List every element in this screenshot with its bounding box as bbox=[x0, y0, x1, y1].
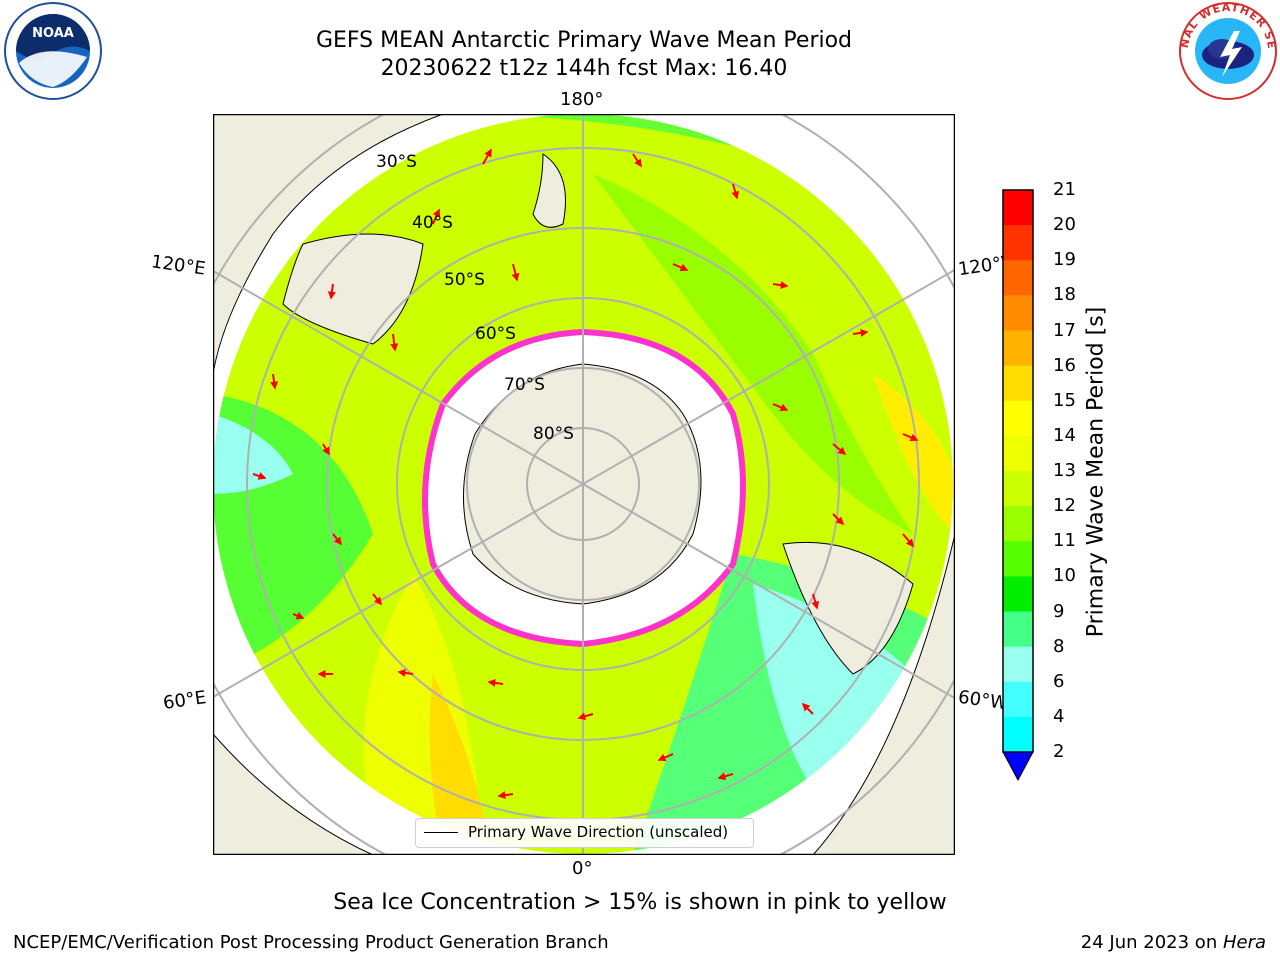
lon-label-0: 0° bbox=[572, 858, 593, 879]
colorbar-tick-label: 14 bbox=[1053, 424, 1076, 446]
map-legend: Primary Wave Direction (unscaled) bbox=[415, 818, 754, 848]
lon-label-120e: 120°E bbox=[149, 251, 207, 280]
colorbar-segment bbox=[1003, 400, 1033, 437]
colorbar-segment bbox=[1003, 541, 1033, 577]
colorbar-segment bbox=[1003, 225, 1033, 261]
colorbar-label: Primary Wave Mean Period [s] bbox=[1083, 306, 1109, 638]
colorbar-tick-label: 2 bbox=[1053, 741, 1065, 762]
lon-label-60e: 60°E bbox=[161, 687, 208, 714]
colorbar-tick-label: 19 bbox=[1053, 249, 1076, 271]
footer-branch: NCEP/EMC/Verification Post Processing Pr… bbox=[13, 932, 609, 953]
colorbar-segment bbox=[1003, 295, 1033, 331]
colorbar-tick-label: 6 bbox=[1053, 670, 1065, 692]
wave-direction-arrows bbox=[252, 148, 919, 800]
footer-host: Hera bbox=[1222, 932, 1266, 953]
colorbar-segment bbox=[1003, 190, 1033, 226]
colorbar-segment bbox=[1003, 471, 1033, 507]
lat-label-30s: 30°S bbox=[376, 152, 417, 172]
colorbar-segment bbox=[1003, 260, 1033, 296]
colorbar-segment bbox=[1003, 435, 1033, 472]
colorbar-segment bbox=[1003, 506, 1033, 542]
colorbar-segment bbox=[1003, 611, 1033, 648]
colorbar-tick-label: 4 bbox=[1053, 705, 1065, 727]
colorbar-tick-label: 10 bbox=[1053, 565, 1076, 587]
nws-logo: NATIONAL WEATHER SERVICE bbox=[1176, 1, 1277, 100]
lat-label-40s: 40°S bbox=[412, 213, 453, 233]
lat-label-70s: 70°S bbox=[504, 375, 545, 395]
colorbar-tick-label: 11 bbox=[1053, 530, 1076, 552]
colorbar-tick-label: 9 bbox=[1053, 600, 1065, 622]
colorbar-tick-label: 16 bbox=[1053, 354, 1076, 376]
colorbar-tick-label: 17 bbox=[1053, 319, 1076, 341]
colorbar-frame bbox=[1002, 189, 1034, 753]
map-title-line1: GEFS MEAN Antarctic Primary Wave Mean Pe… bbox=[315, 28, 853, 53]
colorbar-tick-label: 20 bbox=[1053, 214, 1076, 236]
colorbar-segment bbox=[1003, 646, 1033, 683]
colorbar-segment bbox=[1003, 716, 1033, 753]
noaa-logo: NOAA bbox=[4, 2, 102, 100]
map-panel bbox=[213, 114, 955, 855]
colorbar-tick-label: 13 bbox=[1053, 460, 1076, 481]
legend-line-swatch bbox=[424, 832, 458, 833]
map-title-line2: 20230622 t12z 144h fcst Max: 16.40 bbox=[380, 56, 788, 81]
sea-ice-note: Sea Ice Concentration > 15% is shown in … bbox=[333, 890, 947, 915]
colorbar bbox=[1002, 189, 1034, 782]
colorbar-tick-label: 12 bbox=[1053, 495, 1076, 517]
colorbar-segment bbox=[1003, 365, 1033, 402]
colorbar-tick-label: 18 bbox=[1053, 284, 1076, 306]
footer-date-text: 24 Jun 2023 on bbox=[1080, 932, 1223, 953]
colorbar-tick-label: 21 bbox=[1053, 179, 1076, 200]
lat-label-50s: 50°S bbox=[444, 270, 485, 290]
colorbar-segment bbox=[1003, 330, 1033, 367]
lat-label-60s: 60°S bbox=[475, 324, 516, 344]
colorbar-tick-label: 15 bbox=[1053, 389, 1076, 411]
legend-label: Primary Wave Direction (unscaled) bbox=[468, 823, 729, 841]
map-frame bbox=[213, 114, 955, 855]
colorbar-extend-arrow bbox=[1002, 751, 1034, 782]
colorbar-tick-label: 8 bbox=[1053, 635, 1065, 657]
lat-label-80s: 80°S bbox=[533, 424, 574, 444]
colorbar-segment bbox=[1003, 576, 1033, 612]
footer-date: 24 Jun 2023 on Hera bbox=[1081, 932, 1266, 953]
noaa-logo-text: NOAA bbox=[32, 26, 74, 41]
colorbar-segment bbox=[1003, 681, 1033, 718]
lon-label-180: 180° bbox=[560, 89, 604, 110]
